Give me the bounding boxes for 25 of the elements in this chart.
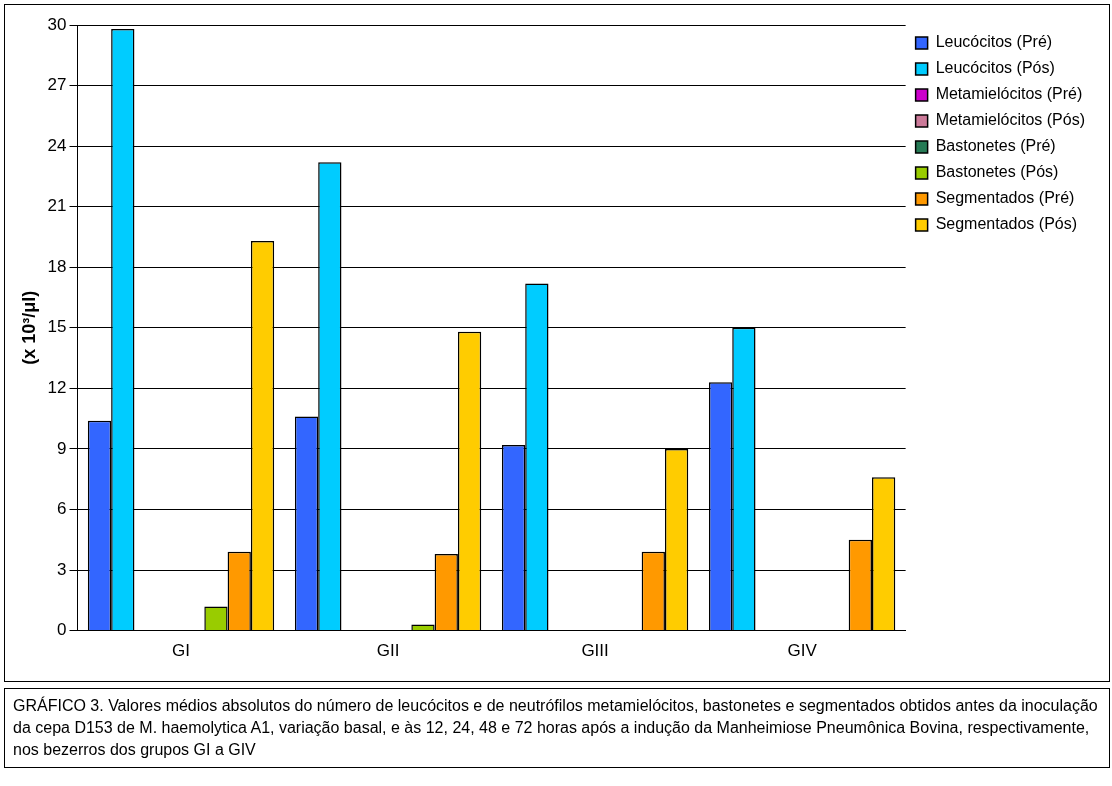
legend-label: Bastonetes (Pré) — [935, 137, 1056, 155]
legend-label: Metamielócitos (Pré) — [935, 85, 1083, 103]
legend-label: Metamielócitos (Pós) — [935, 111, 1085, 129]
legend-label: Segmentados (Pós) — [935, 215, 1078, 233]
y-tick-label: 6 — [57, 499, 67, 519]
y-tick-label: 27 — [47, 75, 67, 95]
x-tick-label: GII — [376, 641, 400, 661]
text: GRÁFICO 3. Valores médios absolutos do número de leucócitos e de neutrófilos metamielócitos, bastonetes e segmentados obtidos antes da inoculação da cepa D153 de M. haemolytica A1, variação basal, e às 12, 24, 48 e 72 horas após a indução da Manheimiose Pneumônica Bovina, respectivamente, nos bezerros dos grupos GI a GIV — [13, 695, 1099, 760]
y-tick-label: 12 — [47, 378, 67, 398]
y-tick-label: 30 — [47, 14, 67, 34]
legend-label: Leucócitos (Pós) — [935, 59, 1055, 77]
y-tick-label: 15 — [47, 317, 67, 337]
legend-label: Bastonetes (Pós) — [935, 163, 1059, 181]
y-tick-label: 24 — [47, 135, 67, 155]
y-tick-label: 0 — [57, 620, 67, 640]
legend-label: Segmentados (Pré) — [935, 189, 1075, 207]
y-tick-label: 18 — [47, 256, 67, 276]
legend-label: Leucócitos (Pré) — [935, 33, 1053, 51]
y-tick-label: 3 — [57, 559, 67, 579]
x-tick-label: GIV — [787, 641, 818, 661]
x-tick-label: GI — [172, 641, 190, 661]
y-axis-title: (x 10³/μl) — [18, 290, 39, 365]
y-tick-label: 9 — [57, 438, 67, 458]
x-tick-label: GIII — [581, 641, 609, 661]
y-tick-label: 21 — [47, 196, 67, 216]
